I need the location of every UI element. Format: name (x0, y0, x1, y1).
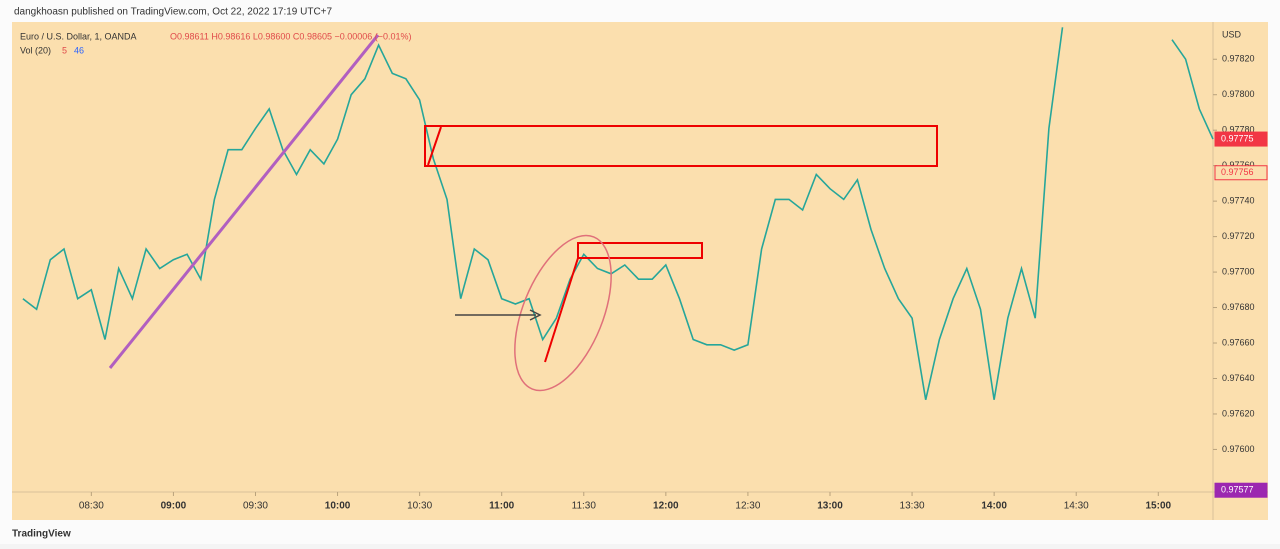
arrow-head (529, 309, 542, 321)
publisher: dangkhoasn published on TradingView.com,… (14, 7, 333, 18)
y-tick-label: 0.97760 (1222, 160, 1255, 170)
time-axis (12, 492, 1268, 520)
y-tick-label: 0.97660 (1222, 337, 1255, 347)
x-tick-label: 09:30 (243, 501, 268, 512)
x-tick-label: 08:30 (79, 501, 104, 512)
drawn-line (544, 257, 579, 363)
price-tag-label: 0.97775 (1221, 133, 1254, 143)
y-tick-label: 0.97700 (1222, 266, 1255, 276)
x-tick-label: 10:00 (325, 501, 351, 512)
price-line (22, 27, 1214, 400)
y-tick-label: 0.97820 (1222, 54, 1255, 64)
drawn-line (427, 126, 442, 166)
x-tick-label: 14:30 (1064, 501, 1089, 512)
brand: TradingView (12, 529, 71, 540)
x-tick-label: 14:00 (981, 501, 1007, 512)
zone-box (424, 125, 938, 167)
price-tag-label: 0.97756 (1221, 167, 1254, 177)
plot (22, 27, 1214, 400)
axis-unit: USD (1222, 29, 1242, 39)
trend-line (108, 34, 380, 369)
x-tick-label: 12:30 (735, 501, 760, 512)
y-tick-label: 0.97800 (1222, 89, 1255, 99)
highlight-ellipse (514, 234, 612, 392)
x-tick-label: 15:00 (1145, 501, 1171, 512)
ohlc: O0.98611 H0.98616 L0.98600 C0.98605 −0.0… (170, 31, 412, 41)
price-tag (1214, 165, 1268, 181)
price-axis (1213, 22, 1268, 492)
x-tick-label: 11:00 (489, 501, 514, 512)
volume-value: 46 (74, 45, 84, 55)
price-tag (1214, 131, 1268, 147)
y-tick-label: 0.97740 (1222, 196, 1255, 206)
y-tick-label: 0.97680 (1222, 302, 1255, 312)
x-tick-label: 13:30 (900, 501, 925, 512)
y-tick-label: 0.97780 (1222, 125, 1255, 135)
x-tick-label: 12:00 (653, 501, 679, 512)
x-tick-label: 13:00 (817, 501, 843, 512)
y-tick-label: 0.97620 (1222, 408, 1255, 418)
x-tick-label: 09:00 (161, 501, 187, 512)
volume-label: Vol (20) (20, 45, 51, 55)
zone-box (577, 242, 703, 259)
volume-value: 5 (62, 45, 67, 55)
y-tick-label: 0.97640 (1222, 373, 1255, 383)
y-tick-label: 0.97720 (1222, 231, 1255, 241)
y-tick-label: 0.97600 (1222, 444, 1255, 454)
drawings (108, 34, 938, 392)
price-tag-label: 0.97577 (1221, 485, 1254, 495)
x-tick-label: 11:30 (572, 501, 597, 512)
price-tag (1214, 482, 1268, 498)
x-tick-label: 10:30 (407, 501, 432, 512)
symbol-title: Euro / U.S. Dollar, 1, OANDA (20, 31, 137, 41)
